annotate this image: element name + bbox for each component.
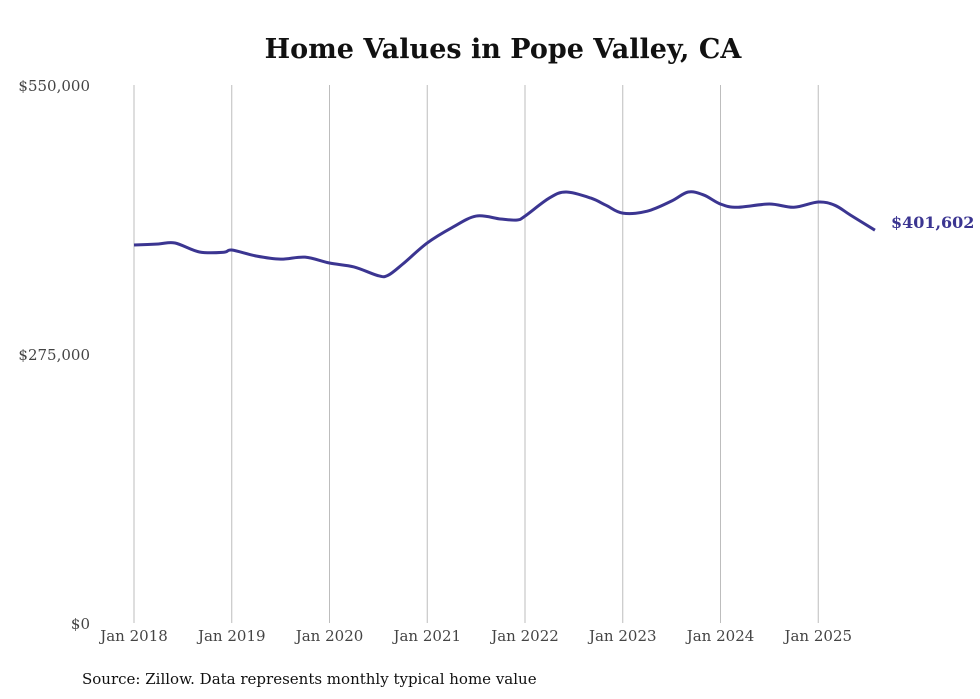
- source-note: Source: Zillow. Data represents monthly …: [82, 670, 537, 688]
- x-tick-label: Jan 2025: [782, 627, 852, 645]
- x-tick-label: Jan 2019: [196, 627, 266, 645]
- series-line: [133, 190, 876, 279]
- y-tick-label: $0: [71, 615, 90, 633]
- x-tick-label: Jan 2020: [294, 627, 364, 645]
- chart-title: Home Values in Pope Valley, CA: [265, 34, 743, 65]
- x-tick-label: Jan 2021: [391, 627, 461, 645]
- x-tick-label: Jan 2018: [98, 627, 168, 645]
- y-tick-label: $550,000: [18, 77, 90, 95]
- x-tick-label: Jan 2022: [489, 627, 559, 645]
- x-tick-label: Jan 2024: [685, 627, 755, 645]
- y-tick-label: $275,000: [18, 346, 90, 364]
- x-tick-label: Jan 2023: [587, 627, 657, 645]
- end-value-label: $401,602: [891, 213, 975, 232]
